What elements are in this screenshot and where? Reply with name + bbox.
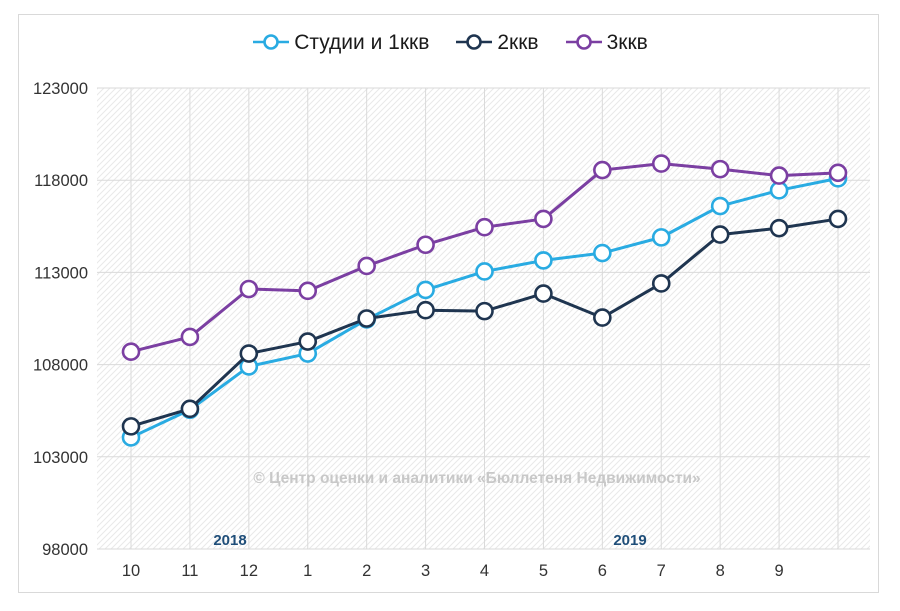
y-axis-label: 113000 [34,264,88,282]
legend-label: 2ккв [497,30,539,54]
x-axis-label: 11 [181,562,198,580]
data-point [180,327,200,347]
data-point [416,280,435,300]
line-marker-icon [565,34,602,50]
data-point [121,342,141,361]
legend-label: Студии и 1ккв [294,30,430,54]
x-axis-label: 9 [774,562,783,580]
y-axis-label: 123000 [33,80,88,98]
data-point [828,209,848,229]
x-axis-label: 3 [421,562,430,580]
y-axis-label: 98000 [42,541,88,559]
x-axis-label: 2 [362,562,371,580]
legend-item-studii-i-1kkv: Студии и 1ккв [252,32,429,53]
data-point [828,163,848,183]
data-point [593,243,612,263]
line-marker-icon [253,34,290,50]
data-point [239,279,259,299]
data-point [769,166,789,185]
year-label: 2018 [213,532,246,549]
x-axis-label: 10 [122,562,140,580]
watermark: © Центр оценки и аналитики «Бюллетеня Не… [253,470,700,487]
legend-item-3kkv: 3ккв [565,32,648,53]
data-point [593,160,612,180]
line-marker-icon [456,34,493,50]
data-point [416,300,435,320]
data-point [651,154,671,173]
data-point [651,274,671,293]
y-axis-label: 108000 [33,357,88,375]
x-axis-label: 7 [657,562,666,580]
data-point [534,284,553,303]
data-point [769,218,789,238]
data-point [651,228,671,247]
data-point [710,159,730,179]
data-point [475,262,494,281]
year-label: 2019 [613,532,646,549]
x-axis-label: 1 [303,562,312,580]
legend-label: 3ккв [606,30,648,54]
x-axis-label: 12 [240,562,258,580]
legend-item-2kkv: 2ккв [455,30,539,54]
data-point [710,196,730,216]
data-point [239,344,259,363]
data-point [298,281,318,301]
x-axis-label: 8 [716,562,725,580]
legend: Студии и 1ккв 2ккв 3ккв [0,27,900,57]
y-axis-label: 103000 [33,449,88,467]
data-point [475,301,494,321]
y-axis-label: 118000 [34,172,88,190]
data-point [416,235,435,255]
x-axis-label: 6 [598,562,607,580]
data-point [180,399,200,419]
data-point [593,308,612,327]
data-point [534,209,553,229]
x-axis-label: 5 [539,562,548,580]
x-axis-label: 4 [480,562,489,580]
data-point [298,332,318,351]
data-point [357,256,376,276]
data-point [710,225,730,244]
data-point [534,251,553,270]
data-point [357,309,376,328]
data-point [121,417,141,436]
data-point [475,217,494,237]
